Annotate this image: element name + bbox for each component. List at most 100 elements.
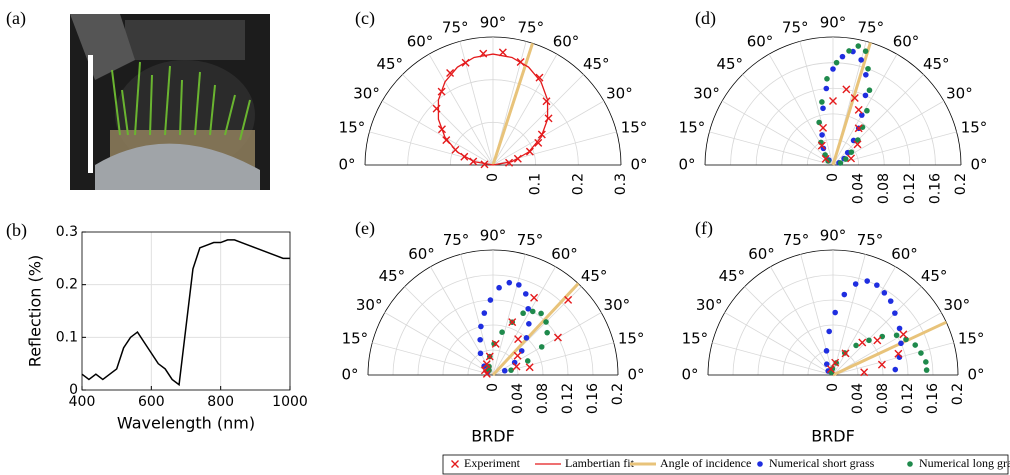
r-tick-label: 0.04 xyxy=(850,383,866,414)
r-tick-label: 0.1 xyxy=(528,173,544,195)
experiment-marker xyxy=(491,339,500,348)
experiment-marker xyxy=(442,136,451,145)
r-tick-label: 0.2 xyxy=(570,173,586,195)
point xyxy=(538,310,544,317)
angle-tick-label: 75° xyxy=(857,18,884,36)
experiment-marker xyxy=(534,138,543,147)
experiment-marker xyxy=(525,147,534,156)
angle-tick-label: 15° xyxy=(682,330,709,348)
experiment-marker xyxy=(826,365,835,374)
angle-tick-label: 30° xyxy=(353,85,380,103)
point xyxy=(830,66,836,72)
experiment-marker xyxy=(505,158,514,167)
angle-tick-label: 45° xyxy=(716,55,743,73)
angle-tick-label: 45° xyxy=(923,55,950,73)
experiment-marker xyxy=(858,338,867,347)
angle-tick-label: 90° xyxy=(480,227,507,245)
experiment-marker xyxy=(437,87,446,96)
point xyxy=(881,290,888,296)
y-tick-label: 0.3 xyxy=(56,224,78,240)
legend-swatch xyxy=(451,460,459,468)
experiment-marker xyxy=(542,97,551,106)
point xyxy=(824,76,830,82)
panel-label: (f) xyxy=(695,218,713,239)
grid-spoke xyxy=(492,131,617,166)
grid-spoke xyxy=(492,100,605,166)
experiment-marker xyxy=(461,58,470,67)
incidence-line xyxy=(491,282,580,377)
point xyxy=(487,297,494,303)
angle-tick-label: 15° xyxy=(958,330,985,348)
r-tick-label: 0 xyxy=(825,383,841,392)
r-tick-label: 0.12 xyxy=(900,383,916,414)
experiment-marker xyxy=(437,125,446,134)
legend: Experiment Lambertian fit Angle of inciden… xyxy=(442,454,1010,475)
experiment-marker xyxy=(498,48,507,57)
point xyxy=(520,310,526,317)
point xyxy=(833,59,840,66)
angle-tick-label: 45° xyxy=(719,267,746,285)
angle-tick-label: 0° xyxy=(970,156,987,174)
incidence-line xyxy=(491,42,534,166)
point xyxy=(820,145,827,152)
r-tick-label: 0.16 xyxy=(925,383,941,414)
angle-tick-label: 15° xyxy=(961,119,988,137)
point xyxy=(898,340,904,347)
angle-tick-label: 15° xyxy=(339,119,366,137)
angle-tick-label: 75° xyxy=(442,18,469,36)
point xyxy=(837,160,844,166)
experiment-marker xyxy=(819,123,828,132)
experiment-marker xyxy=(513,351,522,360)
plot-frame xyxy=(81,231,291,391)
experiment-marker xyxy=(508,318,517,327)
grid-spoke xyxy=(430,266,494,376)
experiment-marker xyxy=(446,68,455,77)
legend-label: Angle of incidence xyxy=(660,456,751,470)
angle-tick-label: 0° xyxy=(678,156,695,174)
experiment-marker xyxy=(460,152,469,161)
experiment-marker xyxy=(841,349,850,358)
grid-spoke xyxy=(492,53,558,166)
angle-tick-label: 90° xyxy=(820,14,847,32)
experiment-marker xyxy=(854,124,863,133)
experiment-marker xyxy=(850,94,859,103)
angle-tick-label: 90° xyxy=(480,14,507,32)
angle-tick-label: 60° xyxy=(407,33,434,51)
grid-spoke xyxy=(381,100,494,166)
angle-tick-label: 60° xyxy=(553,33,580,51)
y-axis-label: Reflection (%) xyxy=(26,255,45,367)
point xyxy=(506,279,513,286)
angle-tick-label: 60° xyxy=(893,33,920,51)
grid-spoke xyxy=(832,131,957,166)
r-axis-label: BRDF xyxy=(811,427,855,446)
point xyxy=(918,350,924,356)
angle-tick-label: 30° xyxy=(946,85,973,103)
r-tick-label: 0.08 xyxy=(875,383,891,414)
r-tick-label: 0.12 xyxy=(902,173,918,204)
r-tick-label: 0.2 xyxy=(610,383,626,405)
r-tick-label: 0.04 xyxy=(851,173,867,204)
point xyxy=(862,92,869,99)
angle-tick-label: 30° xyxy=(696,296,723,314)
experiment-marker xyxy=(564,295,573,304)
grid-spoke xyxy=(770,266,834,376)
panel-label: (c) xyxy=(355,8,375,29)
point xyxy=(879,333,886,340)
experiment-marker xyxy=(873,336,882,345)
point xyxy=(855,137,861,143)
point xyxy=(863,71,869,78)
point xyxy=(846,48,852,54)
angle-tick-label: 0° xyxy=(338,156,355,174)
angle-tick-label: 30° xyxy=(693,85,720,103)
experiment-marker xyxy=(512,362,521,371)
grid-spoke xyxy=(369,131,494,166)
point xyxy=(477,336,483,343)
r-tick-label: 0.08 xyxy=(535,383,551,414)
grid-spoke xyxy=(404,286,494,376)
grid-spoke xyxy=(402,74,494,166)
grid-spoke xyxy=(492,312,602,376)
grid-spoke xyxy=(428,53,494,166)
point xyxy=(912,342,919,348)
point xyxy=(892,310,898,316)
